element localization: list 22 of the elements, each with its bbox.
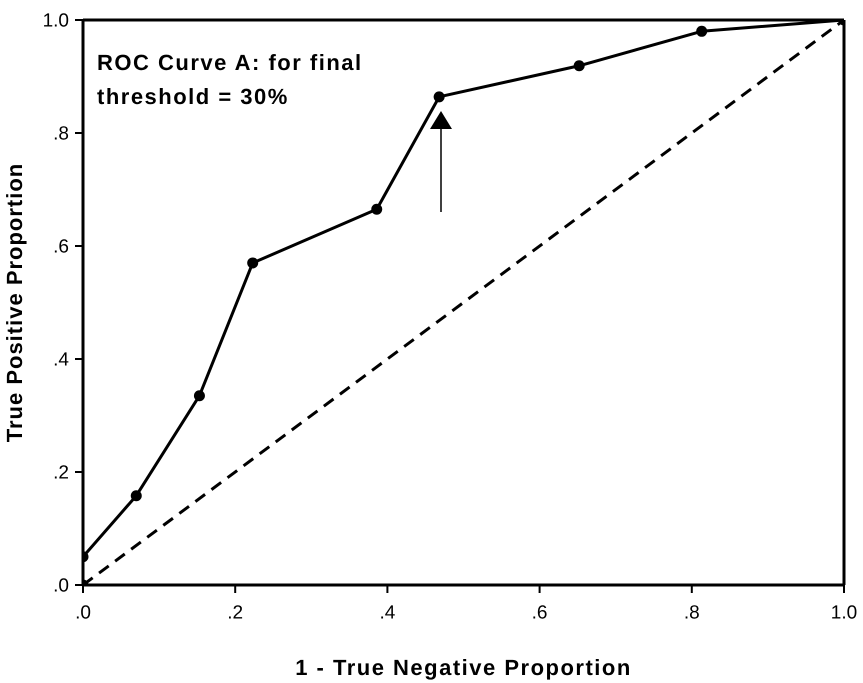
point xyxy=(130,490,142,502)
point xyxy=(247,257,258,268)
x-tick-label: .4 xyxy=(379,602,396,624)
x-tick-label: 1.0 xyxy=(830,602,858,624)
x-tick-label: .8 xyxy=(684,602,700,624)
point xyxy=(434,91,445,102)
x-axis-title: 1 - True Negative Proportion xyxy=(295,655,632,680)
y-axis-title: True Positive Proportion xyxy=(2,162,27,442)
point xyxy=(696,26,708,37)
y-tick-label: 1.0 xyxy=(42,10,69,32)
x-tick-label: .2 xyxy=(227,602,244,624)
point xyxy=(371,204,382,215)
y-tick-label: .4 xyxy=(53,350,70,371)
x-tick-label: .0 xyxy=(75,602,91,624)
y-tick-label: .2 xyxy=(53,462,69,484)
annotation: ROC Curve A: for final threshold = 30% xyxy=(97,50,363,109)
point xyxy=(194,390,205,402)
point xyxy=(574,60,585,72)
y-tick-label: .8 xyxy=(53,124,69,145)
x-tick-label: .6 xyxy=(532,602,548,624)
y-tick-label: .0 xyxy=(53,576,69,597)
y-tick-label: .6 xyxy=(53,236,69,258)
